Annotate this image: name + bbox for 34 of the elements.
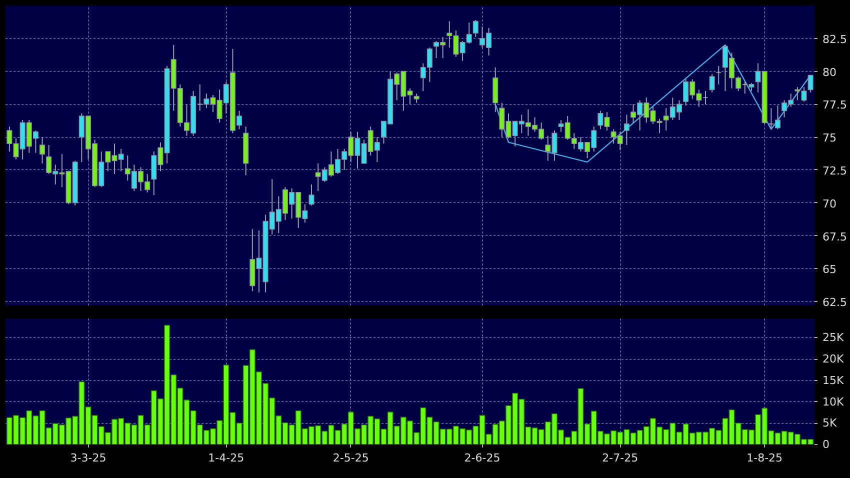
x-tick-label: 2-5-25 [332,452,369,464]
x-tick-label: 3-3-25 [70,452,106,464]
candlestick [709,73,715,93]
x-tick-label: 1-4-25 [208,452,244,464]
y-tick-label: 65 [822,263,836,276]
y-tick-label: 70 [822,197,836,210]
candlestick [808,74,814,93]
y-tick-label: 72.5 [822,164,847,178]
candlestick [308,184,314,206]
y-tick-label: 80 [822,66,836,79]
candlestick [624,114,630,146]
y-tick-label: 77.5 [822,98,847,112]
y-tick-label: 20K [822,352,844,366]
y-tick-label: 75 [822,132,836,145]
candlestick [702,90,708,105]
x-tick-label: 2-6-25 [464,452,500,464]
y-tick-label: 15K [822,374,844,387]
y-tick-label: 25K [822,331,844,344]
x-tick-label: 1-8-25 [746,452,783,464]
candlestick [414,93,420,104]
y-tick-label: 5K [822,416,838,430]
y-tick-label: 62.5 [822,296,847,310]
y-tick-label: 0 [822,438,830,451]
candlestick [40,136,46,164]
candlestick [774,105,780,130]
y-tick-label: 67.5 [822,230,847,244]
candlestick [768,108,774,130]
x-tick-label: 2-7-25 [602,452,638,464]
candlestick [197,84,203,112]
candlestick [472,19,478,38]
candlestick [742,81,748,94]
y-tick-label: 82.5 [822,32,847,46]
candlestick [716,66,722,85]
y-tick-label: 10K [822,395,844,408]
